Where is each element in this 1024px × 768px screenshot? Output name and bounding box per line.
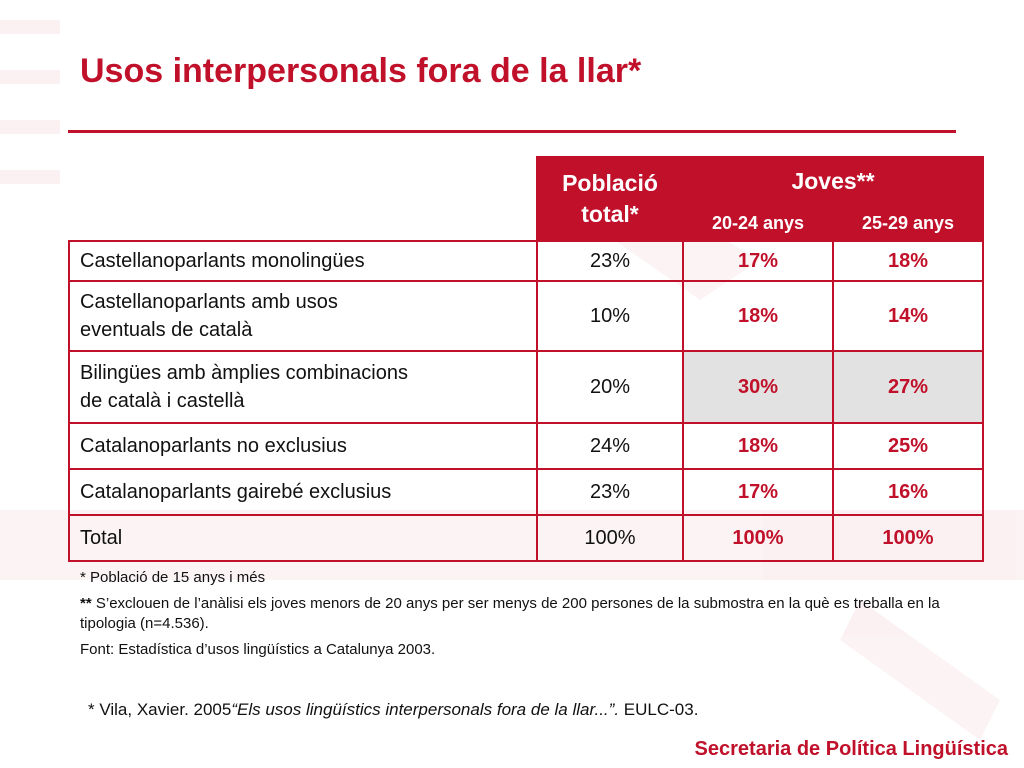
footnotes: * Població de 15 anys i més ** S’excloue… (80, 568, 940, 666)
cell-20-24: 17% (682, 240, 834, 282)
cell-25-29: 18% (832, 240, 984, 282)
header-joves: Joves** (682, 156, 984, 206)
table-row: Castellanoparlants amb usos eventuals de … (68, 280, 984, 352)
title-underline (68, 130, 956, 133)
cell-25-29: 14% (832, 280, 984, 352)
cell-25-29: 25% (832, 422, 984, 470)
footnote-joves: ** S’exclouen de l’anàlisi els joves men… (80, 595, 940, 632)
row-label: Catalanoparlants gairebé exclusius (68, 468, 538, 516)
row-label: Castellanoparlants amb usos eventuals de … (68, 280, 538, 352)
data-table: Població total* Joves** 20-24 anys 25-29… (68, 156, 984, 562)
table-row: Castellanoparlants monolingües 23% 17% 1… (68, 240, 984, 282)
reference-citation: * Vila, Xavier. 2005“Els usos lingüístic… (88, 700, 699, 719)
cell-20-24: 17% (682, 468, 834, 516)
cell-total: 24% (536, 422, 684, 470)
cell-total: 10% (536, 280, 684, 352)
page-title: Usos interpersonals fora de la llar* (80, 52, 642, 90)
cell-total: 23% (536, 240, 684, 282)
row-label: Total (68, 514, 538, 562)
table-row: Catalanoparlants no exclusius 24% 18% 25… (68, 422, 984, 470)
cell-20-24: 18% (682, 280, 834, 352)
cell-25-29: 27% (832, 350, 984, 424)
cell-20-24: 100% (682, 514, 834, 562)
cell-20-24: 18% (682, 422, 834, 470)
header-25-29: 25-29 anys (832, 204, 984, 242)
header-empty-cell (69, 157, 537, 241)
cell-25-29: 16% (832, 468, 984, 516)
row-label: Bilingües amb àmplies combinacions de cat… (68, 350, 538, 424)
source-note: Font: Estadística d’usos lingüístics a C… (80, 641, 436, 658)
cell-total: 20% (536, 350, 684, 424)
cell-20-24: 30% (682, 350, 834, 424)
row-label: Catalanoparlants no exclusius (68, 422, 538, 470)
header-20-24: 20-24 anys (682, 204, 834, 242)
cell-total: 100% (536, 514, 684, 562)
cell-total: 23% (536, 468, 684, 516)
table-row: Bilingües amb àmplies combinacions de cat… (68, 350, 984, 424)
footer-organization: Secretaria de Política Lingüística (694, 738, 1008, 760)
header-poblacio-total: Població total* (536, 156, 684, 242)
header-poblacio-line2: total* (581, 201, 639, 227)
row-label: Castellanoparlants monolingües (68, 240, 538, 282)
table-row-total: Total 100% 100% 100% (68, 514, 984, 562)
table-row: Catalanoparlants gairebé exclusius 23% 1… (68, 468, 984, 516)
header-poblacio-line1: Població (562, 170, 658, 196)
footnote-poblacio: * Població de 15 anys i més (80, 569, 266, 586)
cell-25-29: 100% (832, 514, 984, 562)
